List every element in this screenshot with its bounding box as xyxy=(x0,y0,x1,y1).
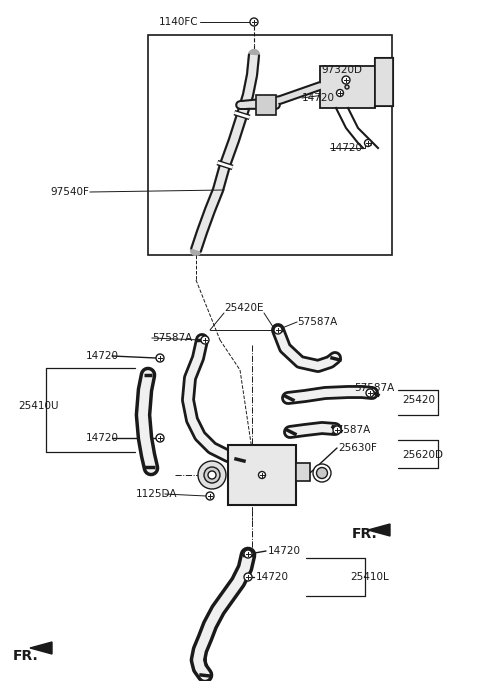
Bar xyxy=(320,66,375,108)
Text: 14720: 14720 xyxy=(268,546,301,556)
Circle shape xyxy=(366,389,374,397)
Circle shape xyxy=(313,464,331,482)
Circle shape xyxy=(250,18,258,26)
Text: FR.: FR. xyxy=(13,649,39,663)
Circle shape xyxy=(333,426,341,434)
Text: 57587A: 57587A xyxy=(152,333,192,343)
Text: 25630F: 25630F xyxy=(338,443,377,453)
Circle shape xyxy=(198,461,226,489)
Circle shape xyxy=(364,140,372,146)
Text: 57587A: 57587A xyxy=(354,383,394,393)
Circle shape xyxy=(336,89,344,97)
Text: 14720: 14720 xyxy=(256,572,289,582)
Polygon shape xyxy=(375,58,393,108)
Circle shape xyxy=(316,467,327,479)
Circle shape xyxy=(244,550,252,558)
Text: 25420E: 25420E xyxy=(224,303,264,313)
Text: 25420: 25420 xyxy=(402,395,435,405)
Circle shape xyxy=(345,85,349,89)
Polygon shape xyxy=(30,642,52,654)
Text: 1125DA: 1125DA xyxy=(136,489,178,499)
Circle shape xyxy=(156,434,164,442)
Bar xyxy=(256,95,276,115)
Circle shape xyxy=(206,492,214,500)
Text: 25410U: 25410U xyxy=(18,401,59,411)
Text: 57587A: 57587A xyxy=(330,425,370,435)
Circle shape xyxy=(244,573,252,581)
Text: 14720: 14720 xyxy=(86,433,119,443)
Text: 14720: 14720 xyxy=(330,143,363,153)
Text: 97320D: 97320D xyxy=(321,65,362,75)
Circle shape xyxy=(156,354,164,362)
Circle shape xyxy=(274,326,282,334)
Circle shape xyxy=(342,76,350,84)
Text: FR.: FR. xyxy=(352,527,378,541)
Text: 1140FC: 1140FC xyxy=(158,17,198,27)
Text: 97540F: 97540F xyxy=(50,187,89,197)
Text: 57587A: 57587A xyxy=(297,317,337,327)
Polygon shape xyxy=(368,524,390,536)
Text: 25620D: 25620D xyxy=(402,450,443,460)
Polygon shape xyxy=(191,54,259,251)
Bar xyxy=(228,445,296,505)
Text: 14720: 14720 xyxy=(86,351,119,361)
Text: 25410L: 25410L xyxy=(350,572,389,582)
Circle shape xyxy=(201,336,209,344)
Bar xyxy=(148,35,392,255)
Circle shape xyxy=(259,471,265,479)
Circle shape xyxy=(204,467,220,483)
Circle shape xyxy=(208,471,216,479)
Bar xyxy=(296,463,310,481)
Text: 14720: 14720 xyxy=(302,93,335,103)
